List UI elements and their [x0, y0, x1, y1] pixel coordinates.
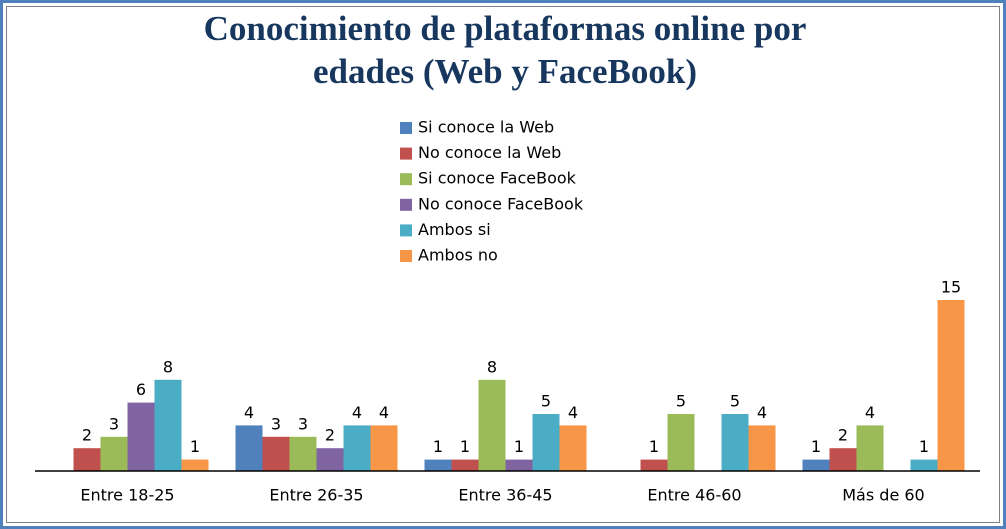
bar	[667, 414, 695, 471]
bar	[451, 459, 479, 471]
bar	[316, 448, 344, 471]
value-label: 1	[433, 437, 443, 456]
value-label: 1	[190, 437, 200, 456]
legend-swatch	[400, 147, 412, 160]
bar	[343, 425, 371, 471]
value-label: 5	[676, 392, 686, 411]
legend-label: Ambos no	[418, 246, 498, 265]
bar	[721, 414, 749, 471]
value-label: 1	[460, 437, 470, 456]
bar	[829, 448, 857, 471]
value-label: 4	[865, 403, 875, 422]
bar	[802, 459, 830, 471]
value-label: 2	[325, 426, 335, 445]
bar	[532, 414, 560, 471]
legend-swatch	[400, 122, 412, 134]
value-label: 1	[811, 437, 821, 456]
bar	[181, 459, 209, 471]
bar	[73, 448, 101, 471]
legend-swatch	[400, 250, 412, 262]
value-label: 2	[82, 426, 92, 445]
bar	[559, 425, 587, 471]
value-label: 1	[514, 437, 524, 456]
value-label: 3	[109, 414, 119, 433]
bar	[748, 425, 776, 471]
bar	[370, 425, 398, 471]
chart-subtitle: edades (Web y FaceBook)	[313, 52, 697, 91]
value-label: 4	[352, 403, 362, 422]
bar	[910, 459, 938, 471]
value-label: 3	[271, 414, 281, 433]
bar	[478, 379, 506, 471]
bar	[856, 425, 884, 471]
x-tick-label: Entre 18-25	[80, 486, 174, 505]
bar	[505, 459, 533, 471]
legend-label: Si conoce FaceBook	[418, 169, 577, 188]
bar	[100, 436, 128, 471]
bar	[289, 436, 317, 471]
legend-label: Ambos si	[418, 220, 491, 239]
value-label: 8	[487, 357, 497, 376]
legend-label: No conoce la Web	[418, 143, 561, 162]
bar	[235, 425, 263, 471]
x-tick-label: Entre 46-60	[647, 486, 741, 505]
bar	[640, 459, 668, 471]
bar	[262, 436, 290, 471]
value-label: 3	[298, 414, 308, 433]
chart-title: Conocimiento de plataformas online por	[204, 9, 807, 48]
value-label: 1	[919, 437, 929, 456]
value-label: 6	[136, 380, 146, 399]
x-tick-label: Entre 26-35	[269, 486, 363, 505]
value-label: 5	[730, 392, 740, 411]
legend-swatch	[400, 198, 412, 211]
legend-label: No conoce FaceBook	[418, 194, 584, 213]
value-label: 2	[838, 426, 848, 445]
bar	[937, 300, 965, 471]
value-label: 5	[541, 392, 551, 411]
value-label: 8	[163, 357, 173, 376]
inner-frame	[6, 6, 1000, 523]
value-label: 4	[379, 403, 389, 422]
value-label: 4	[757, 403, 767, 422]
legend-swatch	[400, 224, 412, 237]
legend-swatch	[400, 173, 412, 186]
bar	[424, 459, 452, 471]
value-label: 15	[941, 278, 961, 297]
bar	[154, 379, 182, 471]
value-label: 4	[244, 403, 254, 422]
x-tick-label: Más de 60	[842, 486, 924, 505]
legend-label: Si conoce la Web	[418, 118, 554, 137]
x-tick-label: Entre 36-45	[458, 486, 552, 505]
value-label: 1	[649, 437, 659, 456]
bar	[127, 402, 155, 471]
value-label: 4	[568, 403, 578, 422]
